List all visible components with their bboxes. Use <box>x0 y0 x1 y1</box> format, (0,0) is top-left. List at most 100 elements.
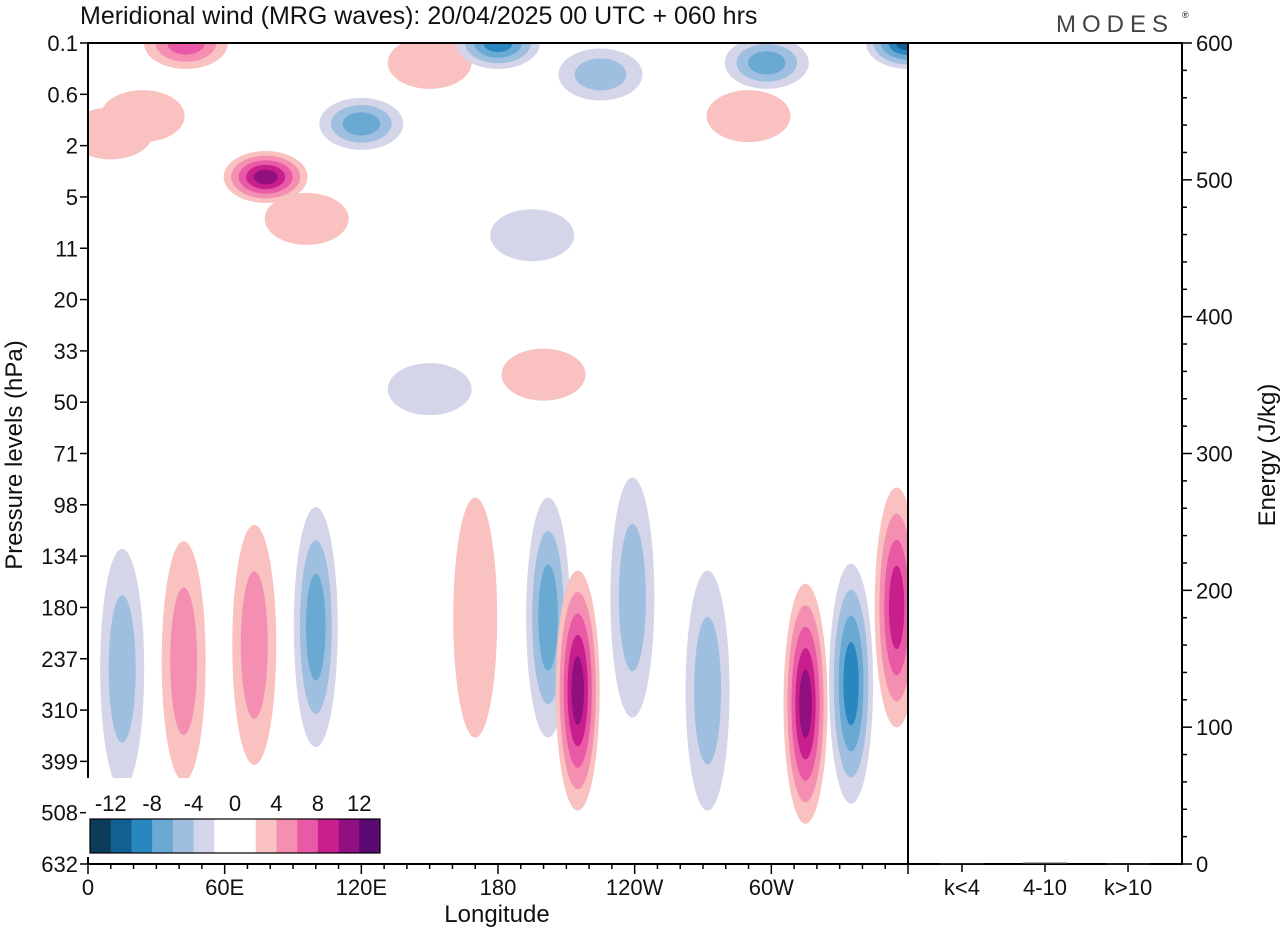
anomaly-blob-14 <box>866 43 908 69</box>
anomaly-blob-25 <box>783 583 828 824</box>
y-tick-label: 0.1 <box>47 31 78 56</box>
pressure-axis: 0.1 0.6 2 5 11 20 33 50 71 98 134 180 237 310 399 508 63… <box>41 31 88 877</box>
colorbar-label: 12 <box>347 791 371 816</box>
y-tick-label: 20 <box>54 288 78 313</box>
x-tick-label: 60W <box>749 875 794 900</box>
energy-bar <box>1023 862 1067 864</box>
x-tick-label: 180 <box>480 875 517 900</box>
colorbar-swatch <box>90 819 112 853</box>
y-tick-label: 310 <box>41 698 78 723</box>
y-tick-label: 399 <box>41 749 78 774</box>
colorbar-label: 0 <box>229 791 241 816</box>
anomaly-blob-2 <box>100 90 185 143</box>
anomaly-blob-12 <box>558 48 643 101</box>
x-tick-label: 120W <box>606 875 664 900</box>
category-tick-label: k>10 <box>1104 875 1152 900</box>
colorbar-swatch <box>110 819 132 853</box>
colorbar-swatch <box>131 819 153 853</box>
y-axis-label: Pressure levels (hPa) <box>1 340 28 569</box>
anomaly-blob-4 <box>223 150 308 203</box>
anomaly-contour <box>843 641 859 726</box>
anomaly-contour <box>748 51 786 75</box>
anomaly-blob-7 <box>387 43 472 89</box>
x-tick-label: 0 <box>82 875 94 900</box>
anomaly-blob-8 <box>456 43 540 69</box>
category-tick-label: 4-10 <box>1023 875 1067 900</box>
longitude-axis: 0 60E 120E 180 120W 60W <box>82 864 909 900</box>
colorbar-label: -12 <box>95 791 127 816</box>
anomaly-blob-23 <box>610 477 655 718</box>
chart-title: Meridional wind (MRG waves): 20/04/2025 … <box>80 2 757 30</box>
heatmap-field <box>88 43 908 824</box>
anomaly-contour <box>253 169 278 185</box>
y-tick-label: 134 <box>41 544 78 569</box>
energy-tick-label: 100 <box>1196 715 1233 740</box>
anomaly-contour <box>501 348 586 401</box>
colorbar-swatch <box>276 819 298 853</box>
anomaly-contour <box>574 58 627 91</box>
y-tick-label: 237 <box>41 647 78 672</box>
anomaly-blob-13 <box>724 43 809 89</box>
anomaly-contour <box>387 363 472 416</box>
colorbar-swatch <box>235 819 257 853</box>
energy-tick-label: 500 <box>1196 168 1233 193</box>
x-tick-label: 60E <box>205 875 244 900</box>
energy-tick-label: 400 <box>1196 305 1233 330</box>
anomaly-blob-26 <box>829 563 874 804</box>
anomaly-contour <box>240 571 268 719</box>
anomaly-contour <box>453 497 498 738</box>
colorbar-label: 4 <box>270 791 282 816</box>
energy-tick-label: 200 <box>1196 578 1233 603</box>
energy-tick-label: 300 <box>1196 442 1233 467</box>
anomaly-blob-11 <box>387 363 472 416</box>
energy-bars <box>939 862 1151 865</box>
anomaly-contour <box>170 587 198 735</box>
y-tick-label: 50 <box>54 390 78 415</box>
anomaly-blob-27 <box>874 487 908 728</box>
y-tick-label: 2 <box>66 134 78 159</box>
anomaly-contour <box>694 616 722 765</box>
anomaly-contour <box>888 565 905 650</box>
anomaly-contour <box>896 43 908 51</box>
anomaly-contour <box>108 595 136 743</box>
colorbar: -12 -8 -4 0 4 8 12 <box>86 778 384 857</box>
anomaly-blob-6 <box>319 97 404 150</box>
colorbar-swatch <box>214 819 236 853</box>
anomaly-blob-9 <box>490 209 575 262</box>
y-tick-label: 71 <box>54 442 78 467</box>
anomaly-blob-3 <box>143 43 228 69</box>
colorbar-label: -8 <box>142 791 162 816</box>
y-tick-label: 33 <box>54 339 78 364</box>
anomaly-contour <box>490 209 575 262</box>
anomaly-blob-22 <box>555 570 600 811</box>
anomaly-blob-5 <box>264 192 349 245</box>
anomaly-blob-18 <box>232 524 277 765</box>
anomaly-contour <box>618 523 646 672</box>
anomaly-blob-16 <box>100 548 145 789</box>
anomaly-blob-15 <box>706 90 791 143</box>
colorbar-swatch <box>172 819 194 853</box>
y-tick-label: 11 <box>55 236 78 261</box>
anomaly-contour <box>342 112 381 136</box>
anomaly-blob-19 <box>293 507 338 748</box>
y-tick-label: 98 <box>54 493 78 518</box>
y-tick-label: 180 <box>41 595 78 620</box>
colorbar-swatch <box>338 819 360 853</box>
anomaly-contour <box>571 656 585 725</box>
anomaly-blob-17 <box>161 541 206 782</box>
anomaly-contour <box>264 192 349 245</box>
anomaly-blob-24 <box>685 570 730 811</box>
anomaly-contour <box>483 43 513 52</box>
energy-bar <box>1106 863 1151 865</box>
y-tick-label: 508 <box>41 801 78 826</box>
anomaly-blob-20 <box>453 497 498 738</box>
colorbar-swatch <box>359 819 381 853</box>
anomaly-blob-10 <box>501 348 586 401</box>
colorbar-swatch <box>317 819 339 853</box>
anomaly-contour <box>167 43 205 55</box>
energy-panel-frame <box>907 42 1183 865</box>
anomaly-contour <box>799 669 812 739</box>
wavenumber-axis: k<4 4-10 k>10 <box>944 864 1152 900</box>
anomaly-contour <box>706 90 791 143</box>
